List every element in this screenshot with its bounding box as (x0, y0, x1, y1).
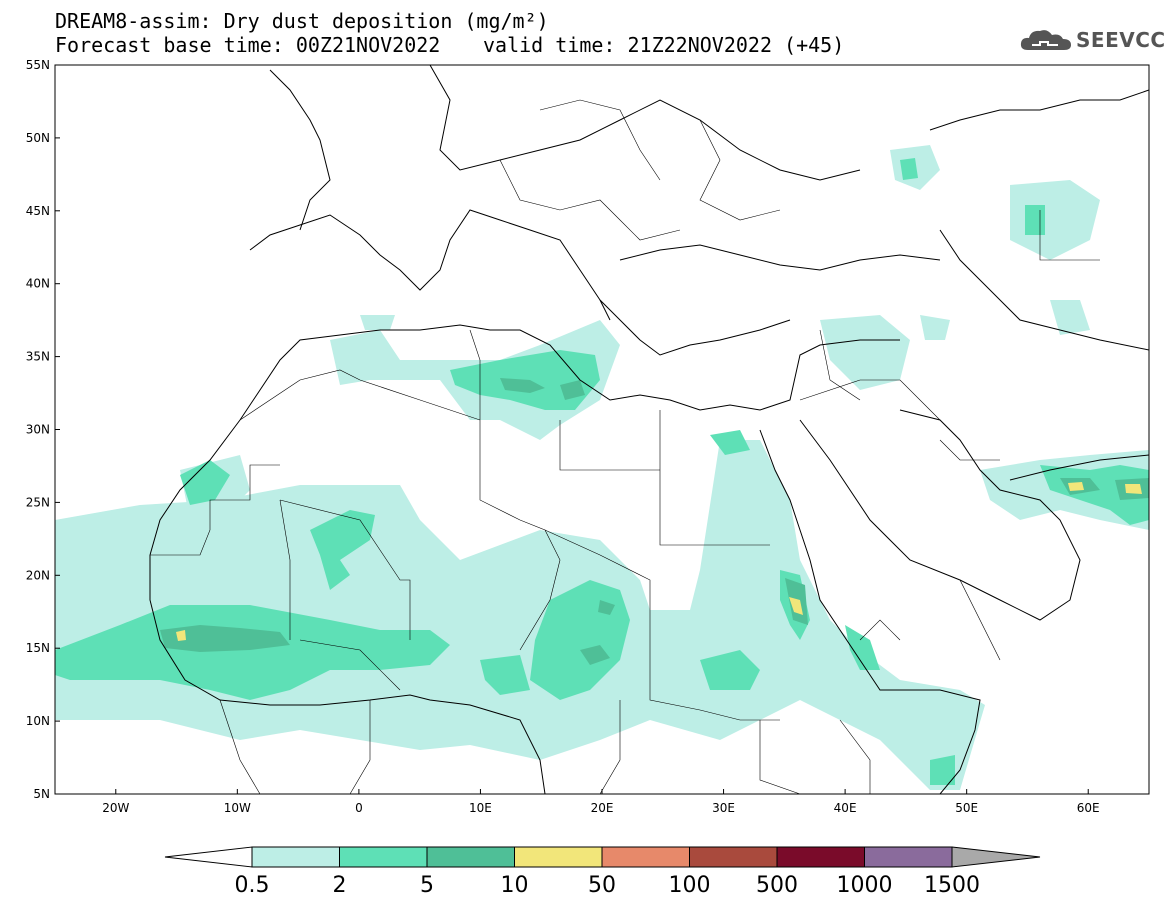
lat-label: 25N (26, 495, 50, 509)
colorbar-box (601, 846, 690, 868)
colorbar-label: 0.5 (235, 873, 270, 898)
colorbar-box (864, 846, 953, 868)
lat-label: 15N (26, 641, 50, 655)
lat-label: 55N (26, 58, 50, 72)
colorbar-boxes (251, 846, 953, 868)
lon-label: 60E (1077, 801, 1100, 815)
lat-label: 5N (33, 787, 50, 801)
lat-label: 10N (26, 714, 50, 728)
colorbar-box (514, 846, 603, 868)
colorbar: 0.5 2 5 10 50 100 500 1000 1500 (164, 846, 1041, 898)
colorbar-label: 5 (420, 873, 434, 898)
colorbar-box (251, 846, 340, 868)
lon-label: 10W (224, 801, 251, 815)
coastlines (149, 65, 1149, 794)
colorbar-label: 50 (588, 873, 616, 898)
colorbar-label: 1500 (924, 873, 980, 898)
lat-label: 20N (26, 568, 50, 582)
title-line-1: DREAM8-assim: Dry dust deposition (mg/m²… (55, 9, 549, 33)
valid-time: valid time: 21Z22NOV2022 (+45) (483, 33, 845, 57)
colorbar-box (339, 846, 428, 868)
lon-label: 20E (591, 801, 614, 815)
lat-label: 35N (26, 350, 50, 364)
logo-text: SEEVCCC (1076, 28, 1165, 52)
colorbar-box (426, 846, 515, 868)
lon-label: 20W (102, 801, 129, 815)
colorbar-box (689, 846, 778, 868)
longitude-labels: 20W 10W 0 10E 20E 30E 40E 50E 60E (102, 789, 1100, 815)
colorbar-under-arrow (164, 846, 253, 868)
deposition-fields (55, 65, 1149, 794)
lon-label: 10E (469, 801, 492, 815)
colorbar-label: 100 (669, 873, 711, 898)
title-line-2: Forecast base time: 00Z21NOV2022 (55, 33, 441, 57)
lon-label: 50E (955, 801, 978, 815)
dust-map (54, 64, 1150, 795)
lat-label: 40N (26, 277, 50, 291)
lon-label: 40E (834, 801, 857, 815)
lat-label: 45N (26, 204, 50, 218)
lat-label: 50N (26, 131, 50, 145)
lon-label: 0 (355, 801, 363, 815)
seevccc-logo: SEEVCCC (1018, 26, 1165, 54)
colorbar-label: 10 (501, 873, 529, 898)
colorbar-label: 1000 (837, 873, 893, 898)
lat-label: 30N (26, 423, 50, 437)
colorbar-labels: 0.5 2 5 10 50 100 500 1000 1500 (235, 873, 981, 898)
level-10-50 (176, 482, 1142, 641)
country-borders (150, 99, 1100, 794)
latitude-labels: 55N 50N 45N 40N 35N 30N 25N 20N 15N 10N 5N (26, 58, 60, 801)
cloud-icon (1020, 30, 1071, 50)
colorbar-label: 2 (333, 873, 347, 898)
colorbar-over-arrow (951, 846, 1041, 868)
lon-label: 30E (712, 801, 735, 815)
colorbar-box (776, 846, 865, 868)
colorbar-label: 500 (756, 873, 798, 898)
